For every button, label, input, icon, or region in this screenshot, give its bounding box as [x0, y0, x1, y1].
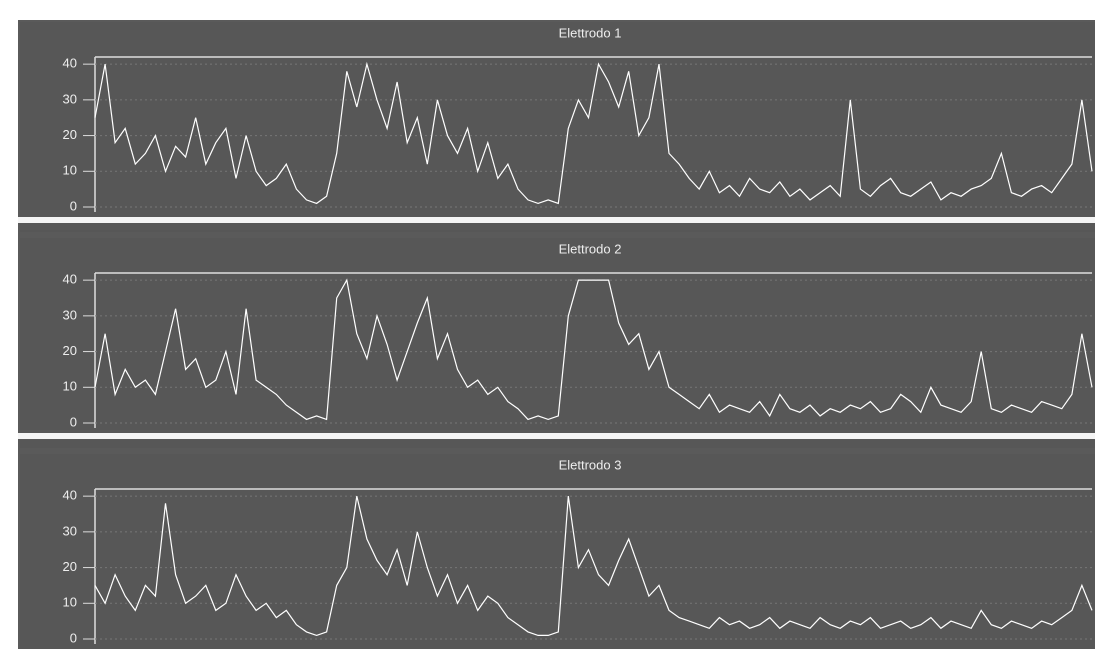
y-tick-label: 20: [63, 127, 77, 142]
y-tick-label: 40: [63, 488, 77, 503]
y-tick-label: 10: [63, 163, 77, 178]
y-tick-label: 0: [70, 630, 77, 645]
signal-line: [94, 495, 1093, 637]
y-tick-label: 0: [70, 414, 77, 429]
signal-line: [94, 61, 1093, 205]
separator: [18, 433, 1095, 439]
panel: [20, 22, 1095, 232]
y-tick-label: 30: [63, 91, 77, 106]
signal-line: [94, 278, 1093, 421]
y-tick-label: 10: [63, 379, 77, 394]
chart-title: Elettrodo 2: [559, 241, 622, 256]
y-tick-label: 20: [63, 343, 77, 358]
y-tick-label: 30: [63, 307, 77, 322]
y-tick-label: 40: [63, 56, 77, 71]
y-tick-label: 20: [63, 559, 77, 574]
chart-title: Elettrodo 3: [559, 457, 622, 472]
separator: [18, 217, 1095, 223]
y-tick-label: 40: [63, 272, 77, 287]
panel: [20, 454, 1095, 649]
y-tick-label: 10: [63, 595, 77, 610]
chart-title: Elettrodo 1: [559, 25, 622, 40]
y-tick-label: 0: [70, 198, 77, 213]
y-tick-label: 30: [63, 523, 77, 538]
